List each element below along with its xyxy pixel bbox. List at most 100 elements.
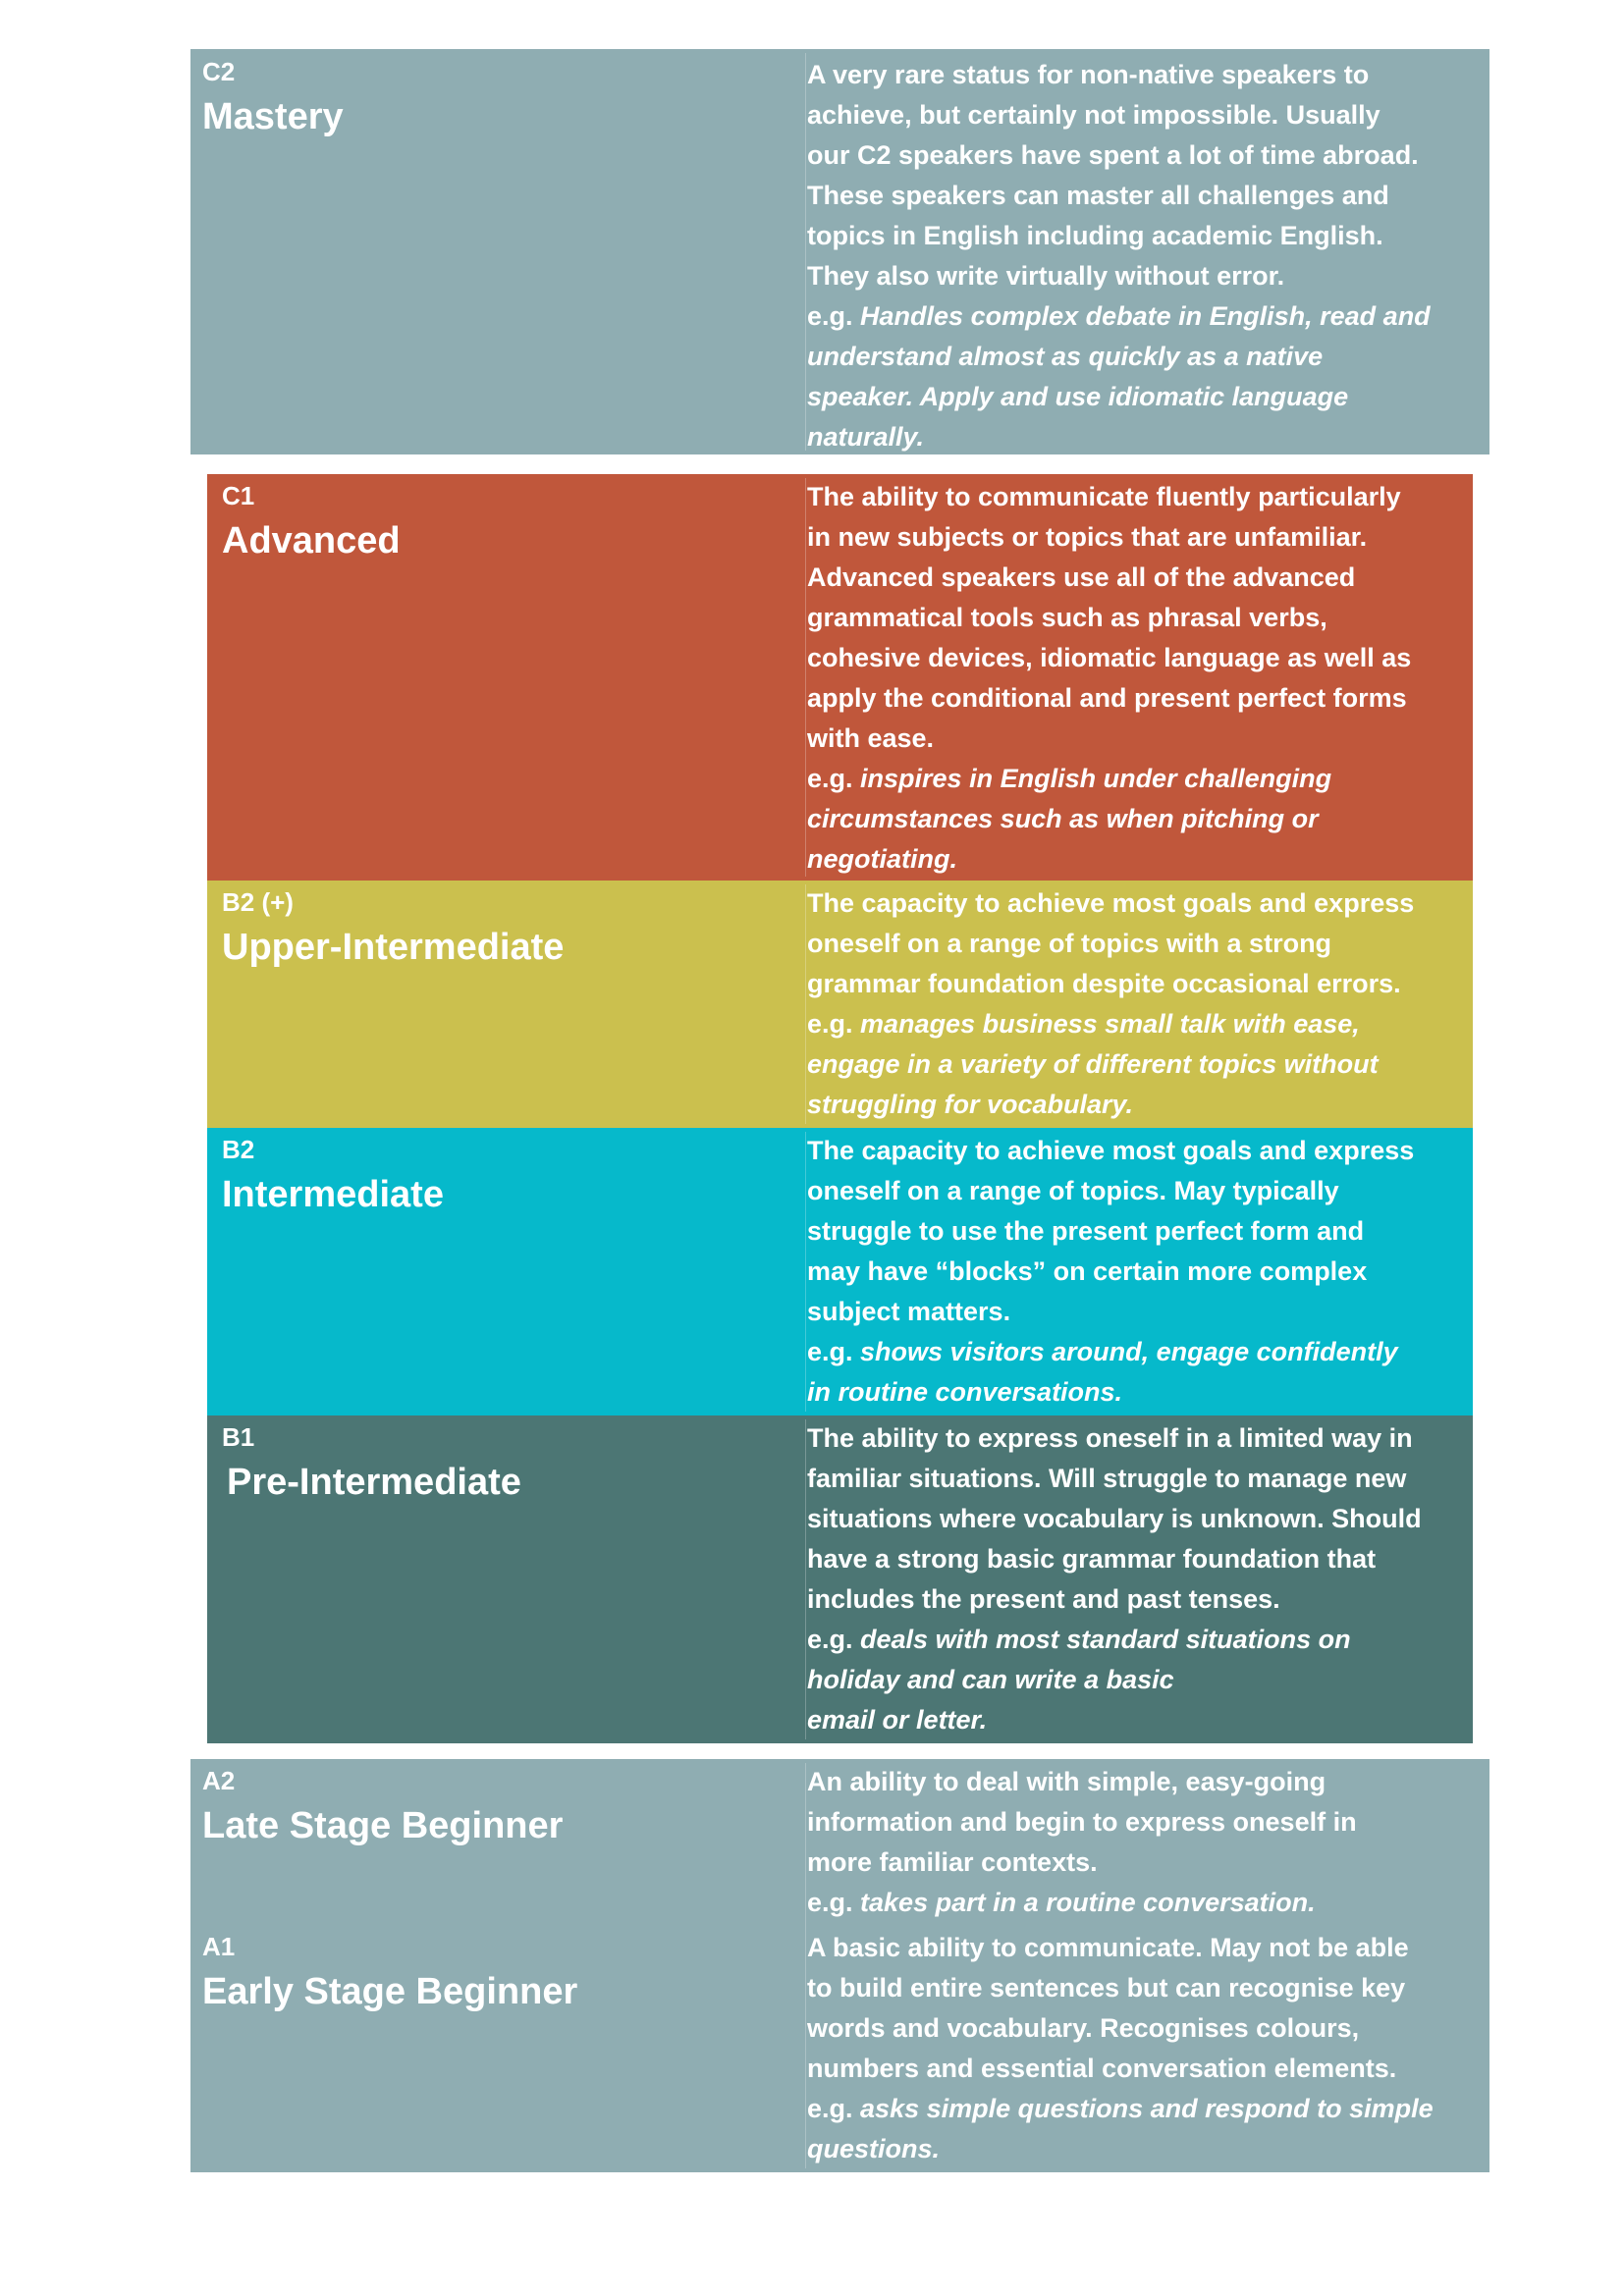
example-line: e.g. deals with most standard situations… <box>807 1620 1351 1660</box>
example-line: holiday and can write a basic <box>807 1660 1174 1700</box>
description-line: The capacity to achieve most goals and e… <box>807 888 1415 918</box>
example-text: circumstances such as when pitching or <box>807 804 1319 833</box>
example-text: negotiating. <box>807 844 957 874</box>
example-text: inspires in English under challenging <box>860 764 1332 793</box>
level-name: Intermediate <box>222 1174 444 1215</box>
description-line: achieve, but certainly not impossible. U… <box>807 100 1380 130</box>
example-prefix: e.g. <box>807 764 853 793</box>
description-line: struggle to use the present perfect form… <box>807 1216 1365 1246</box>
description-line: includes the present and past tenses. <box>807 1584 1280 1614</box>
description-line: A very rare status for non-native speake… <box>807 60 1370 89</box>
example-text: shows visitors around, engage confidentl… <box>860 1337 1398 1366</box>
level-code: A2 <box>202 1766 236 1795</box>
column-divider <box>805 884 806 1124</box>
example-text: struggling for vocabulary. <box>807 1090 1134 1119</box>
example-line: understand almost as quickly as a native <box>807 337 1323 377</box>
description-line: subject matters. <box>807 1297 1011 1326</box>
description-line: topics in English including academic Eng… <box>807 221 1383 250</box>
level-code: B2 <box>222 1135 255 1164</box>
level-code: C1 <box>222 481 255 510</box>
example-prefix: e.g. <box>807 301 853 331</box>
level-code: B1 <box>222 1422 255 1452</box>
description-line: A basic ability to communicate. May not … <box>807 1933 1409 1962</box>
level-code: B2 (+) <box>222 887 294 917</box>
level-background-b2 <box>207 1128 1473 1415</box>
description-line: apply the conditional and present perfec… <box>807 683 1407 713</box>
level-name: Late Stage Beginner <box>202 1805 564 1846</box>
level-description: A very rare status for non-native speake… <box>807 55 1477 457</box>
level-background-c1 <box>207 474 1473 881</box>
example-text: naturally. <box>807 422 925 452</box>
level-name: Advanced <box>222 520 401 561</box>
column-divider <box>805 1419 806 1739</box>
example-text: takes part in a routine conversation. <box>860 1888 1316 1917</box>
example-line: e.g. inspires in English under challengi… <box>807 759 1331 799</box>
description-line: in new subjects or topics that are unfam… <box>807 522 1368 552</box>
description-line: numbers and essential conversation eleme… <box>807 2054 1397 2083</box>
description-line: The ability to express oneself in a limi… <box>807 1423 1413 1453</box>
example-text: asks simple questions and respond to sim… <box>860 2094 1434 2123</box>
example-line: circumstances such as when pitching or <box>807 799 1319 839</box>
description-line: familiar situations. Will struggle to ma… <box>807 1464 1407 1493</box>
example-line: negotiating. <box>807 839 957 880</box>
level-code: A1 <box>202 1932 236 1961</box>
column-divider <box>805 1763 806 2168</box>
level-name: Upper-Intermediate <box>222 927 565 968</box>
example-prefix: e.g. <box>807 1337 861 1366</box>
example-text: holiday and can write a basic <box>807 1665 1174 1694</box>
example-text: Handles complex debate in English, read … <box>860 301 1431 331</box>
level-code: C2 <box>202 57 236 86</box>
level-background-a2 <box>190 1759 1489 2172</box>
example-line: e.g. manages business small talk with ea… <box>807 1004 1360 1044</box>
example-prefix: e.g. <box>807 1009 853 1039</box>
description-line: situations where vocabulary is unknown. … <box>807 1504 1422 1533</box>
description-line: An ability to deal with simple, easy-goi… <box>807 1767 1326 1796</box>
description-line: to build entire sentences but can recogn… <box>807 1973 1406 2002</box>
description-line: more familiar contexts. <box>807 1847 1098 1877</box>
example-text: email or letter. <box>807 1705 988 1735</box>
description-line: grammatical tools such as phrasal verbs, <box>807 603 1327 632</box>
description-line: oneself on a range of topics. May typica… <box>807 1176 1339 1205</box>
example-line: in routine conversations. <box>807 1372 1122 1413</box>
example-line: e.g. Handles complex debate in English, … <box>807 296 1431 337</box>
description-line: have a strong basic grammar foundation t… <box>807 1544 1377 1574</box>
level-name: Pre-Intermediate <box>227 1462 521 1503</box>
description-line: oneself on a range of topics with a stro… <box>807 929 1332 958</box>
description-line: The capacity to achieve most goals and e… <box>807 1136 1415 1165</box>
level-description: The ability to communicate fluently part… <box>807 477 1477 880</box>
example-line: e.g. asks simple questions and respond t… <box>807 2089 1434 2129</box>
level-background-c2 <box>190 49 1489 454</box>
example-text: deals with most standard situations on <box>860 1625 1351 1654</box>
example-text: in routine conversations. <box>807 1377 1123 1407</box>
example-line: e.g. shows visitors around, engage confi… <box>807 1332 1398 1372</box>
column-divider <box>805 53 806 451</box>
level-description: The capacity to achieve most goals and e… <box>807 1131 1477 1413</box>
level-background-b2 <box>207 881 1473 1128</box>
example-text: questions. <box>807 2134 941 2163</box>
description-line: grammar foundation despite occasional er… <box>807 969 1401 998</box>
description-line: with ease. <box>807 723 935 753</box>
level-name: Early Stage Beginner <box>202 1971 578 2012</box>
level-name: Mastery <box>202 96 344 137</box>
example-text: manages business small talk with ease, <box>860 1009 1360 1039</box>
level-background-b1 <box>207 1415 1473 1743</box>
description-line: These speakers can master all challenges… <box>807 181 1389 210</box>
description-line: may have “blocks” on certain more comple… <box>807 1256 1368 1286</box>
level-description: The capacity to achieve most goals and e… <box>807 883 1477 1125</box>
example-prefix: e.g. <box>807 1625 853 1654</box>
example-text: understand almost as quickly as a native <box>807 342 1324 371</box>
column-divider <box>805 1132 806 1412</box>
example-prefix: e.g. <box>807 2094 853 2123</box>
level-description: The ability to express oneself in a limi… <box>807 1418 1477 1740</box>
example-line: email or letter. <box>807 1700 987 1740</box>
example-line: struggling for vocabulary. <box>807 1085 1133 1125</box>
example-line: naturally. <box>807 417 924 457</box>
level-description: An ability to deal with simple, easy-goi… <box>807 1762 1477 1923</box>
example-line: speaker. Apply and use idiomatic languag… <box>807 377 1348 417</box>
example-text: speaker. Apply and use idiomatic languag… <box>807 382 1349 411</box>
example-prefix: e.g. <box>807 1888 853 1917</box>
column-divider <box>805 478 806 877</box>
description-line: Advanced speakers use all of the advance… <box>807 562 1356 592</box>
level-description: A basic ability to communicate. May not … <box>807 1928 1477 2169</box>
description-line: words and vocabulary. Recognises colours… <box>807 2013 1360 2043</box>
